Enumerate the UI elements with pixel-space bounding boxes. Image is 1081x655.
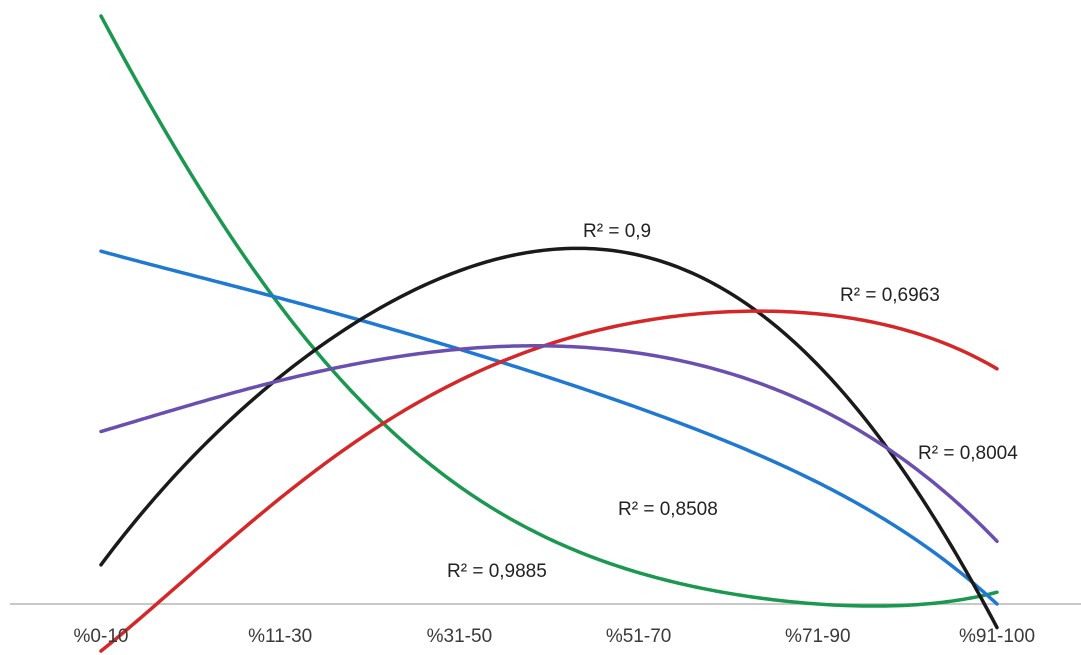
series-line-4 [99, 309, 999, 653]
x-tick-label: %11-30 [248, 626, 312, 647]
x-tick-label: %0-10 [74, 626, 129, 647]
x-tick-label: %71-90 [785, 626, 851, 647]
series-line-1 [99, 14, 999, 608]
r-squared-label-2: R² = 0,8508 [618, 499, 718, 520]
r-squared-label-5: R² = 0,8004 [918, 443, 1018, 464]
series-line-5 [99, 344, 999, 544]
r-squared-label-3: R² = 0,9 [583, 221, 651, 242]
series-line-2 [99, 249, 999, 606]
x-tick-label: %91-100 [959, 626, 1035, 647]
r-squared-label-1: R² = 0,9885 [447, 561, 547, 582]
series-line-3 [99, 246, 999, 630]
x-tick-label: %31-50 [427, 626, 493, 647]
x-axis-tick-labels: %0-10 %11-30 %31-50 %51-70 %71-90 %91-100 [74, 626, 1035, 647]
x-tick-label: %51-70 [606, 626, 672, 647]
series-lines [99, 14, 999, 653]
r-squared-labels: R² = 0,9885 R² = 0,8508 R² = 0,9 R² = 0,696… [447, 221, 1018, 582]
r-squared-label-4: R² = 0,6963 [840, 285, 940, 306]
